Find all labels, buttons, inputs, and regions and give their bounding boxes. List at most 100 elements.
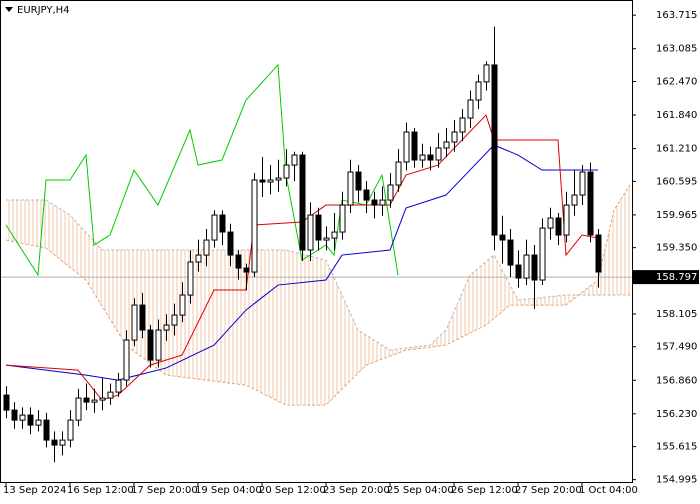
candle-body [387,184,394,201]
plot-frame [0,0,633,483]
candle-body [283,164,290,179]
candle-body [155,329,162,361]
candle-body [371,199,378,206]
candle-body [395,161,402,186]
x-tick-label: 26 Sep 12:00 [451,485,518,496]
ichimoku-cloud [6,185,630,406]
candle-body [307,214,314,251]
menu-arrow[interactable] [5,7,13,12]
candle-body [467,99,474,119]
candle-body [251,179,258,273]
chart-title: EURJPY,H4 [17,5,70,16]
candle-body [243,267,250,273]
candle-body [291,154,298,166]
candle-body [235,254,242,269]
candle-body [91,399,98,403]
candle-body [355,171,362,191]
candle-body [427,154,434,161]
candle-body [403,131,410,163]
candle-body [3,394,10,411]
current-price-label: 158.797 [656,272,697,283]
candle-body [419,154,426,161]
candle-body [363,189,370,201]
y-tick-label: 155.615 [656,442,697,453]
candle-body [523,254,530,279]
candle-body [587,171,594,236]
candle-body [555,217,562,236]
candle-body [43,419,50,441]
candle-body [459,117,466,133]
candle-body [11,409,18,421]
x-tick-label: 27 Sep 20:00 [515,485,582,496]
candle-body [171,314,178,326]
candle-body [163,324,170,331]
candle-body [435,147,442,161]
candle-body [475,81,482,101]
candle-body [507,239,514,266]
y-tick-label: 160.595 [656,176,697,187]
indicator-line [5,144,598,381]
candle-body [227,231,234,256]
candle-body [187,261,194,296]
candle-body [99,397,106,401]
candle-body [443,141,450,149]
axes: 163.715 163.085 162.470 161.840 161.210 160.5… [3,10,699,496]
x-tick-label: 13 Sep 2024 [3,485,66,496]
candle-body [547,217,554,229]
candle-body [195,254,202,263]
y-tick-label: 163.715 [656,10,697,21]
y-tick-label: 161.210 [656,144,697,155]
candle-body [483,64,490,83]
candle-body [139,304,146,331]
candle-body [267,179,274,183]
candle-body [211,214,218,241]
candle-body [539,227,546,281]
y-tick-label: 163.085 [656,44,697,55]
y-tick-label: 158.105 [656,309,697,320]
x-tick-label: 25 Sep 04:00 [387,485,454,496]
x-tick-label: 17 Sep 20:00 [131,485,198,496]
x-tick-label: 23 Sep 20:00 [323,485,390,496]
indicator-line [5,184,631,406]
candle-body [131,304,138,341]
y-tick-label: 157.490 [656,342,697,353]
candle-body [259,179,266,183]
candle-body [515,264,522,279]
candle-body [219,214,226,233]
indicator-line [5,114,599,401]
x-tick-label: 16 Sep 12:00 [67,485,134,496]
x-tick-label: 19 Sep 04:00 [195,485,262,496]
y-tick-label: 156.230 [656,409,697,420]
candle-body [315,214,322,241]
candle-body [75,397,82,421]
candle-body [27,414,34,426]
candle-body [347,171,354,206]
candle-body [59,439,66,446]
candle-body [179,294,186,316]
candle-body [83,397,90,403]
candle-body [323,237,330,241]
plot-area [1,26,632,463]
y-tick-label: 159.965 [656,210,697,221]
candle-body [19,414,26,421]
candle-body [331,231,338,239]
candle-body [299,154,306,251]
candle-body [595,234,602,273]
candle-body [379,199,386,206]
candle-body [35,419,42,426]
candle-body [579,171,586,196]
candle-body [531,254,538,281]
y-tick-label: 159.350 [656,243,697,254]
candle-body [499,234,506,241]
candle-body [123,339,130,381]
candle-body [411,131,418,161]
y-tick-label: 154.995 [656,475,697,486]
indicator-line [5,63,399,277]
x-tick-label: 20 Sep 12:00 [259,485,326,496]
candle-body [107,391,114,399]
candle-body [339,204,346,233]
candle-body [51,439,58,446]
y-tick-label: 161.840 [656,110,697,121]
candle-body [115,379,122,393]
